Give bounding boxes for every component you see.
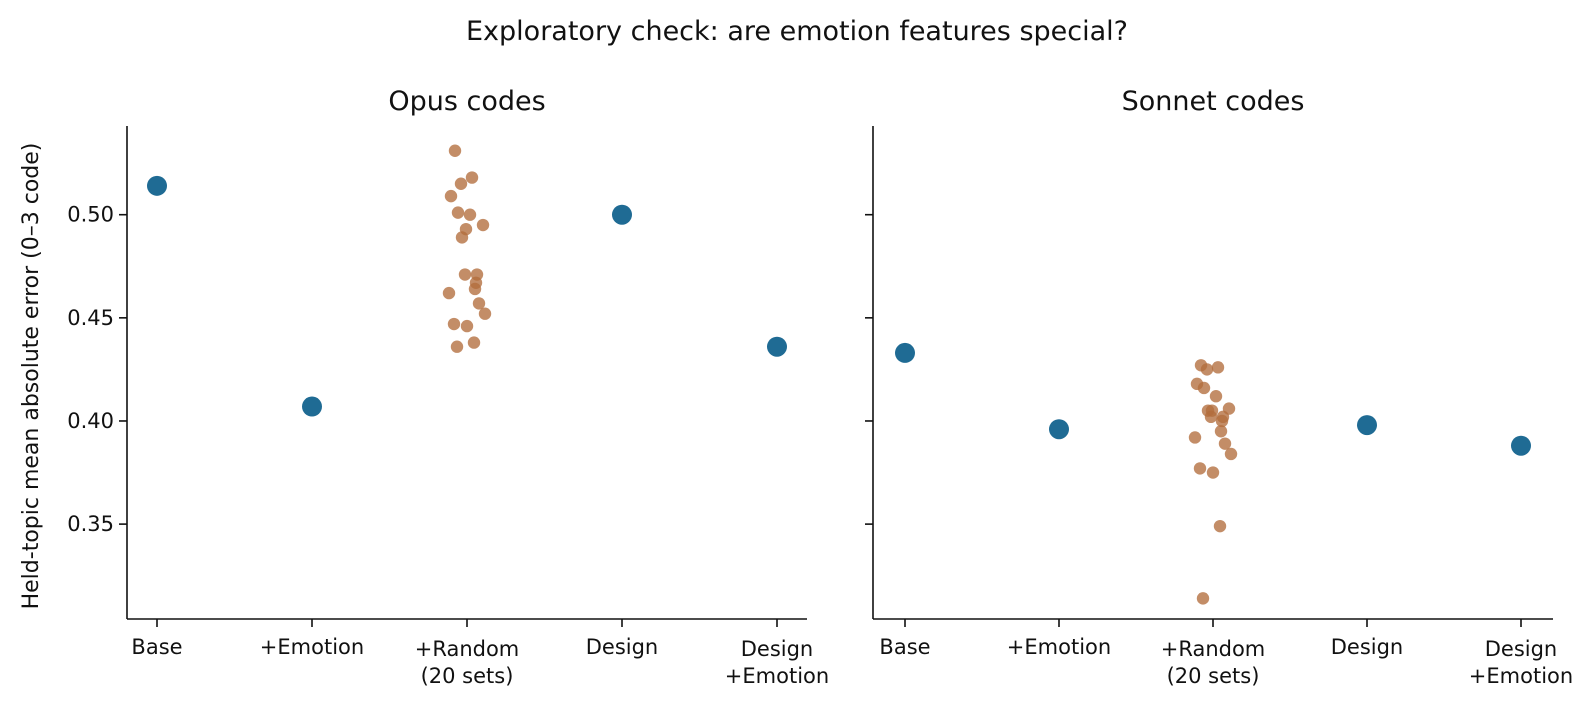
- condition-point: [302, 396, 322, 417]
- x-tick-label: Base: [131, 635, 182, 659]
- y-tick-label: 0.45: [67, 306, 114, 330]
- condition-point: [1049, 419, 1069, 440]
- data-points: [147, 144, 787, 417]
- random-set-point: [1200, 363, 1214, 376]
- panel-opus: Opus codes 0.35 0.40 0.45 0.50 Base +Emotion…: [67, 86, 829, 688]
- x-tick-label: +Emotion: [260, 635, 364, 659]
- random-set-point: [472, 297, 486, 310]
- random-set-point: [1188, 431, 1202, 444]
- panel-title-opus: Opus codes: [388, 86, 545, 117]
- random-set-point: [1193, 462, 1207, 475]
- random-set-point: [1211, 361, 1225, 374]
- random-set-point: [1206, 466, 1220, 479]
- random-set-point: [458, 268, 472, 281]
- random-set-point: [1209, 390, 1223, 403]
- random-set-point: [1196, 592, 1210, 605]
- random-set-point: [444, 189, 458, 203]
- random-set-point: [1213, 519, 1227, 533]
- random-set-point: [442, 286, 456, 300]
- data-points: [895, 342, 1531, 605]
- x-tick-label: +Random (20 sets): [415, 637, 520, 688]
- panel-sonnet: Sonnet codes Base +Emotion +Random (20 sets…: [865, 86, 1573, 688]
- random-set-point: [451, 206, 465, 219]
- y-ticks: 0.35 0.40 0.45 0.50: [67, 203, 127, 536]
- x-tick-label: +Emotion: [1007, 635, 1111, 659]
- x-tick-label: Design +Emotion: [725, 637, 829, 688]
- y-tick-label: 0.40: [67, 409, 114, 433]
- x-ticks: Base +Emotion +Random (20 sets) Design Design…: [879, 619, 1573, 688]
- y-tick-label: 0.50: [67, 203, 114, 227]
- random-set-point: [463, 208, 477, 221]
- x-tick-label: +Random (20 sets): [1161, 637, 1266, 688]
- condition-point: [767, 336, 787, 357]
- x-tick-label: Design +Emotion: [1469, 637, 1573, 688]
- x-tick-label: Base: [879, 635, 930, 659]
- x-ticks: Base +Emotion +Random (20 sets) Design Design…: [131, 619, 829, 688]
- random-set-point: [454, 177, 468, 190]
- condition-point: [895, 342, 915, 363]
- random-set-point: [1204, 410, 1218, 424]
- y-axis-label: Held-topic mean absolute error (0–3 code…: [19, 143, 44, 610]
- condition-point: [612, 204, 632, 225]
- panel-title-sonnet: Sonnet codes: [1122, 86, 1305, 117]
- random-set-point: [476, 218, 490, 232]
- y-ticks: [865, 213, 873, 525]
- random-set-point: [450, 340, 464, 353]
- random-set-point: [460, 319, 474, 333]
- random-set-point: [1214, 425, 1228, 438]
- random-set-point: [1197, 381, 1211, 395]
- random-set-point: [448, 144, 462, 157]
- random-set-point: [465, 171, 479, 184]
- random-set-point: [1218, 437, 1232, 450]
- figure-title: Exploratory check: are emotion features …: [466, 16, 1128, 47]
- random-set-point: [447, 317, 461, 331]
- x-tick-label: Design: [1331, 635, 1404, 659]
- y-tick-label: 0.35: [67, 512, 114, 536]
- x-tick-label: Design: [586, 635, 659, 659]
- condition-point: [1357, 415, 1377, 436]
- random-set-point: [455, 231, 469, 244]
- random-set-point: [467, 336, 481, 349]
- condition-point: [1511, 435, 1531, 456]
- condition-point: [147, 175, 167, 196]
- random-set-point: [1224, 447, 1238, 461]
- random-set-point: [478, 307, 492, 320]
- random-set-point: [1215, 414, 1229, 428]
- random-set-point: [468, 282, 482, 296]
